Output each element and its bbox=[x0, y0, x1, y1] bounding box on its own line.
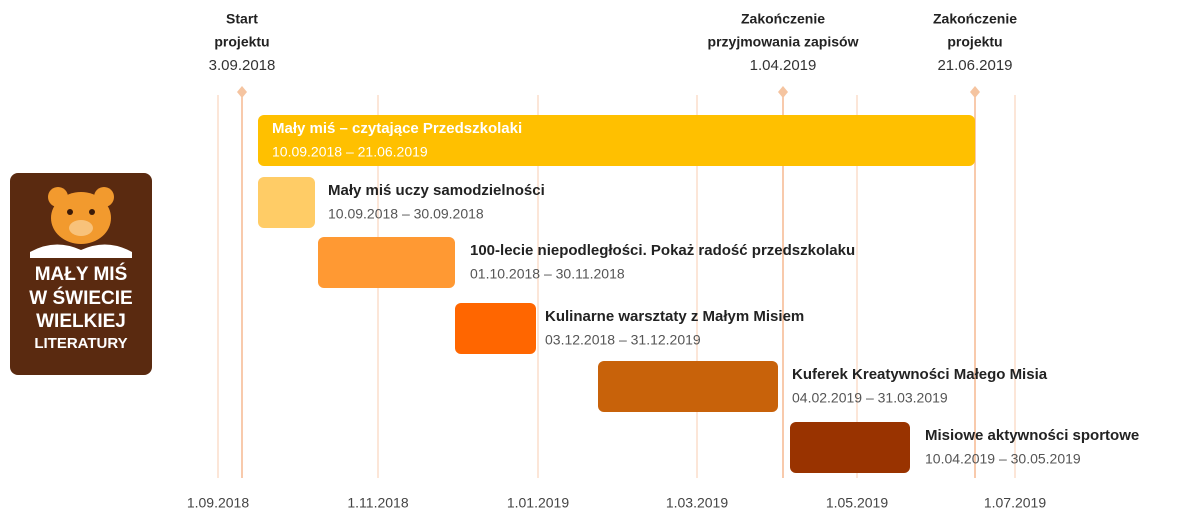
task-dates: 10.04.2019 – 30.05.2019 bbox=[925, 451, 1081, 467]
task-bar bbox=[258, 177, 315, 228]
axis-label: 1.09.2018 bbox=[187, 495, 249, 511]
milestone-date: 3.09.2018 bbox=[209, 57, 276, 74]
task-dates: 01.10.2018 – 30.11.2018 bbox=[470, 266, 625, 282]
milestone-marker bbox=[970, 86, 980, 98]
milestone-label: Zakończenie bbox=[741, 11, 825, 27]
bear-eye bbox=[89, 209, 95, 215]
axis-label: 1.05.2019 bbox=[826, 495, 888, 511]
bear-snout bbox=[69, 220, 93, 236]
axis-label: 1.07.2019 bbox=[984, 495, 1046, 511]
milestone-label: projektu bbox=[947, 34, 1002, 50]
milestone-label: Zakończenie bbox=[933, 11, 1017, 27]
task-dates: 10.09.2018 – 21.06.2019 bbox=[272, 144, 428, 160]
logo-text: WIELKIEJ bbox=[36, 311, 126, 332]
task-dates: 03.12.2018 – 31.12.2019 bbox=[545, 332, 701, 348]
task-name: 100-lecie niepodległości. Pokaż radość p… bbox=[470, 242, 855, 259]
task-name: Kulinarne warsztaty z Małym Misiem bbox=[545, 308, 804, 325]
milestone-label: projektu bbox=[214, 34, 269, 50]
milestone-date: 1.04.2019 bbox=[750, 57, 817, 74]
bear-head bbox=[51, 192, 111, 244]
milestone-marker bbox=[237, 86, 247, 98]
milestone-marker bbox=[778, 86, 788, 98]
task-name: Misiowe aktywności sportowe bbox=[925, 427, 1139, 444]
task-dates: 04.02.2019 – 31.03.2019 bbox=[792, 390, 948, 406]
logo-text: W ŚWIECIE bbox=[29, 287, 132, 309]
bear-eye bbox=[67, 209, 73, 215]
task-bar bbox=[790, 422, 910, 473]
milestone-date: 21.06.2019 bbox=[937, 57, 1012, 74]
logo-text: MAŁY MIŚ bbox=[35, 263, 128, 285]
milestone-label: Start bbox=[226, 11, 258, 27]
task-bar bbox=[598, 361, 778, 412]
axis-label: 1.11.2018 bbox=[347, 495, 408, 511]
task-dates: 10.09.2018 – 30.09.2018 bbox=[328, 206, 484, 222]
task-bar bbox=[455, 303, 536, 354]
logo-text: LITERATURY bbox=[34, 335, 127, 352]
task-name: Mały miś – czytające Przedszkolaki bbox=[272, 120, 522, 137]
axis-label: 1.03.2019 bbox=[666, 495, 728, 511]
axis-label: 1.01.2019 bbox=[507, 495, 569, 511]
timeline: MAŁY MIŚW ŚWIECIEWIELKIEJ LITERATURY 1.09.… bbox=[0, 0, 1185, 513]
task-name: Mały miś uczy samodzielności bbox=[328, 182, 545, 199]
task-bar bbox=[318, 237, 455, 288]
task-name: Kuferek Kreatywności Małego Misia bbox=[792, 366, 1048, 383]
milestone-label: przyjmowania zapisów bbox=[708, 34, 859, 50]
